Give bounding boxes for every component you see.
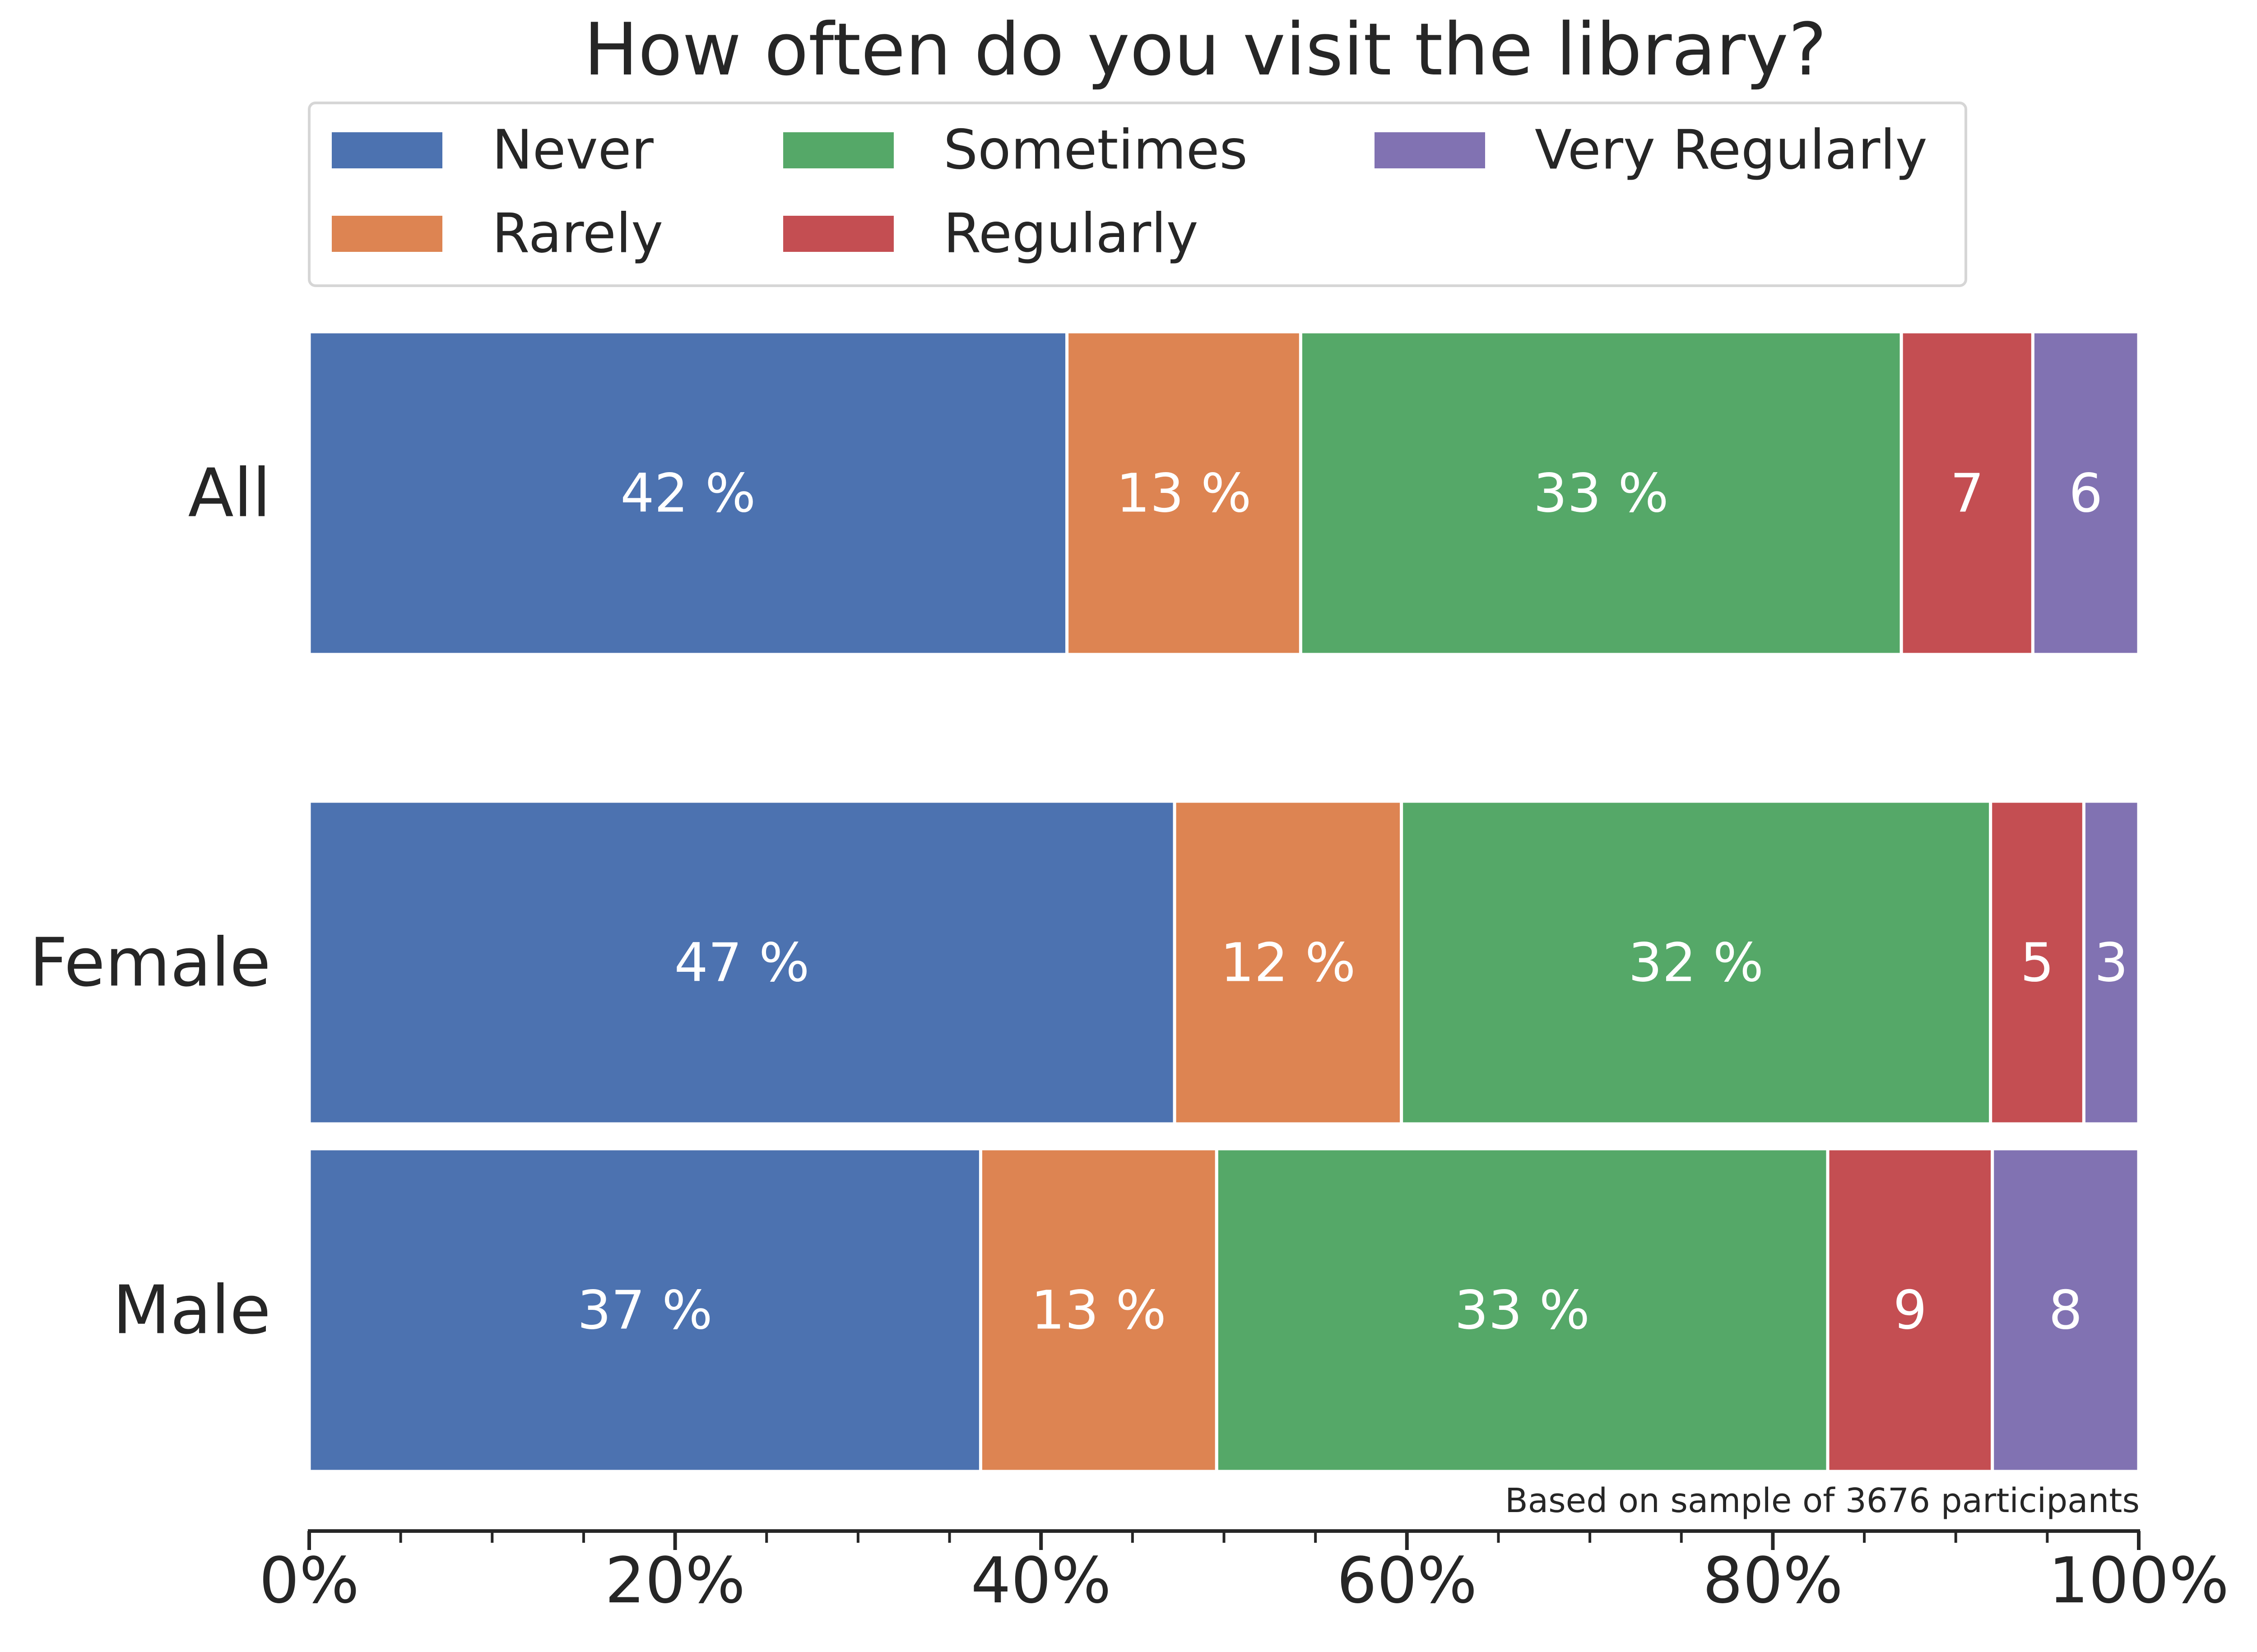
bar-female-never xyxy=(307,799,1176,1126)
bar-all-never xyxy=(307,330,1069,656)
legend-swatch-rarely xyxy=(332,216,442,252)
legend-swatch-never xyxy=(332,132,442,168)
legend-swatch-regularly xyxy=(783,216,894,252)
legend-swatch-very-regularly xyxy=(1375,132,1485,168)
x-axis: 0% 20% 40% 60% 80% 100% xyxy=(259,1529,2229,1618)
bar-all-regularly xyxy=(1899,330,2034,656)
category-label-male: Male xyxy=(112,1271,271,1349)
data-label-female-rarely: 12 % xyxy=(1220,932,1356,994)
data-label-all-rarely: 13 % xyxy=(1116,462,1252,524)
data-label-female-regularly: 5 xyxy=(2020,932,2054,994)
legend-label-regularly: Regularly xyxy=(943,203,1198,265)
x-tick-label: 80% xyxy=(1703,1544,1843,1618)
legend-swatch-sometimes xyxy=(783,132,894,168)
legend-label-never: Never xyxy=(492,119,654,182)
data-label-female-never: 47 % xyxy=(674,932,810,994)
legend-label-rarely: Rarely xyxy=(492,203,663,265)
data-label-male-rarely: 13 % xyxy=(1031,1279,1166,1341)
data-label-male-never: 37 % xyxy=(577,1279,713,1341)
bar-female-sometimes xyxy=(1400,799,1992,1126)
legend-label-sometimes: Sometimes xyxy=(943,119,1248,182)
x-tick-label: 100% xyxy=(2048,1544,2229,1618)
chart-title: How often do you visit the library? xyxy=(584,7,1827,92)
bar-female-rarely xyxy=(1173,799,1403,1126)
bar-male-rarely xyxy=(979,1147,1218,1473)
legend: Never Rarely Sometimes Regularly Very Regula… xyxy=(308,102,1967,287)
x-tick-label: 40% xyxy=(971,1544,1111,1618)
bar-female-regularly xyxy=(1989,799,2085,1126)
category-label-female: Female xyxy=(29,924,271,1002)
bar-male-never xyxy=(307,1147,982,1473)
bar-labels: 42 % 13 % 33 % 7 6 47 % 12 % 32 % 5 3 37 % 13 % 33 %… xyxy=(577,462,2128,1341)
bar-female-very-regularly xyxy=(2082,799,2141,1126)
data-label-all-regularly: 7 xyxy=(1950,462,1984,524)
category-label-all: All xyxy=(188,455,271,532)
data-label-male-regularly: 9 xyxy=(1893,1279,1927,1341)
data-label-female-very-regularly: 3 xyxy=(2094,932,2128,994)
bar-male-sometimes xyxy=(1215,1147,1830,1473)
data-label-all-very-regularly: 6 xyxy=(2069,462,2103,524)
sample-annotation: Based on sample of 3676 participants xyxy=(1505,1481,2140,1520)
legend-label-very-regularly: Very Regularly xyxy=(1535,119,1927,182)
bar-all-sometimes xyxy=(1299,330,1903,656)
bar-male-very-regularly xyxy=(1991,1147,2141,1473)
legend-frame xyxy=(308,102,1967,287)
x-tick-label: 0% xyxy=(259,1544,359,1618)
data-label-all-sometimes: 33 % xyxy=(1533,462,1669,524)
data-label-male-sometimes: 33 % xyxy=(1454,1279,1590,1341)
data-label-female-sometimes: 32 % xyxy=(1628,932,1764,994)
bar-all-very-regularly xyxy=(2031,330,2141,656)
bars xyxy=(307,330,2141,1473)
category-labels: All Female Male xyxy=(29,455,271,1349)
data-label-male-very-regularly: 8 xyxy=(2048,1279,2082,1341)
bar-male-regularly xyxy=(1826,1147,1994,1473)
x-tick-label: 20% xyxy=(605,1544,745,1618)
x-tick-label: 60% xyxy=(1337,1544,1477,1618)
data-label-all-never: 42 % xyxy=(620,462,756,524)
